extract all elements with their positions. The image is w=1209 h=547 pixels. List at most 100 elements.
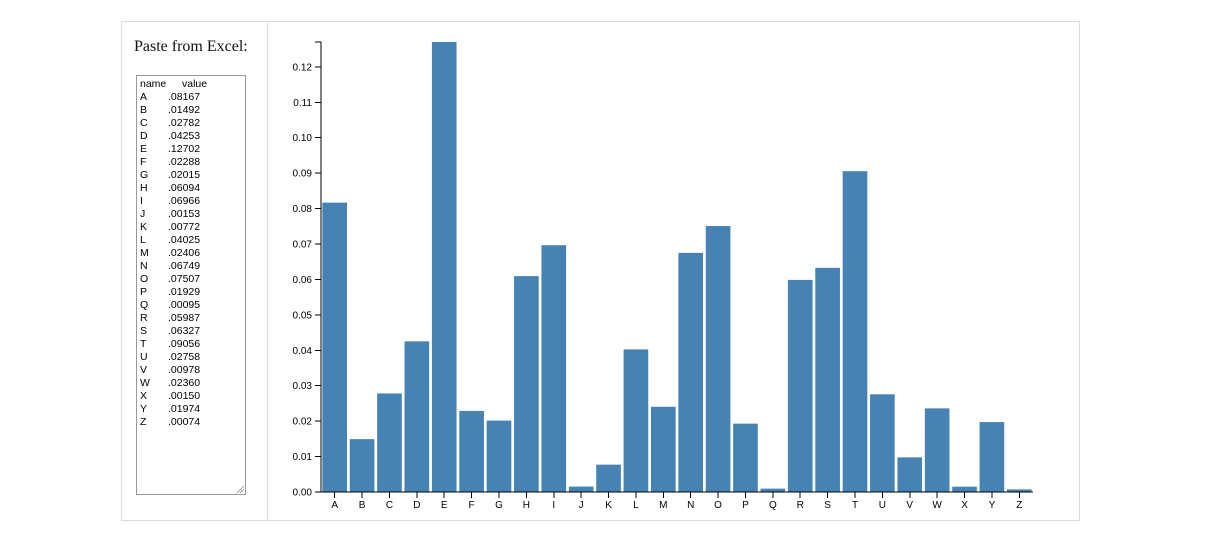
paste-cell-value: .02015	[168, 169, 201, 181]
paste-title: Paste from Excel:	[134, 38, 248, 55]
x-tick-label: D	[413, 500, 420, 511]
bar-F	[459, 410, 484, 492]
bar-J	[568, 486, 594, 492]
paste-cell-name: E	[140, 143, 148, 155]
paste-header-row: name value	[140, 78, 242, 91]
bar-E	[431, 42, 457, 492]
bar-P	[733, 423, 758, 492]
x-axis: A B C D E F G H I J K L M N O P Q R S T U V W X Y Z	[321, 491, 1033, 511]
paste-cell-name: L	[140, 234, 146, 246]
bar-Y	[979, 422, 1005, 492]
bar-T	[842, 171, 868, 492]
paste-row: A .08167	[140, 91, 242, 104]
paste-cell-name: M	[140, 247, 149, 259]
paste-row: R .05987	[140, 312, 242, 325]
paste-row: T .09056	[140, 338, 242, 351]
x-tick-label: Z	[1016, 500, 1022, 511]
bar-K	[596, 464, 621, 492]
paste-cell-name: P	[140, 286, 148, 298]
y-tick-label: 0.06	[293, 275, 313, 286]
x-tick-label: C	[386, 500, 393, 511]
x-tick-label: Y	[989, 500, 996, 511]
paste-row: E .12702	[140, 143, 242, 156]
paste-cell-name: X	[140, 390, 148, 402]
paste-row: X .00150	[140, 390, 242, 403]
x-tick-label: W	[932, 500, 942, 511]
x-tick-label: A	[331, 500, 338, 511]
paste-cell-name: R	[140, 312, 148, 324]
paste-cell-name: H	[140, 182, 148, 194]
resize-grip-icon[interactable]	[236, 485, 244, 493]
paste-row: H .06094	[140, 182, 242, 195]
paste-row: C .02782	[140, 117, 242, 130]
paste-cell-name: I	[140, 195, 143, 207]
paste-cell-name: Q	[140, 299, 149, 311]
x-tick-label: H	[523, 500, 530, 511]
bar-W	[924, 408, 950, 492]
paste-row: D .04253	[140, 130, 242, 143]
paste-row: V .00978	[140, 364, 242, 377]
y-tick-label: 0.03	[293, 381, 313, 392]
paste-cell-name: C	[140, 117, 148, 129]
paste-cell-name: V	[140, 364, 148, 376]
x-tick-label: V	[906, 500, 913, 511]
bar-H	[514, 276, 539, 492]
paste-cell-value: .00153	[168, 208, 201, 220]
bar-R	[787, 279, 813, 492]
x-tick-label: N	[687, 500, 694, 511]
paste-cell-name: J	[140, 208, 146, 220]
x-tick-label: R	[797, 500, 804, 511]
paste-cell-name: F	[140, 156, 147, 168]
paste-cell-value: .09056	[168, 338, 201, 350]
x-tick-label: X	[961, 500, 968, 511]
paste-cell-value: .01929	[168, 286, 201, 298]
paste-cell-name: Y	[140, 403, 148, 415]
paste-cell-value: .02288	[168, 156, 201, 168]
paste-cell-value: .02782	[168, 117, 201, 129]
paste-cell-value: .00095	[168, 299, 201, 311]
input-panel: Paste from Excel: name value A .08167 B .014…	[122, 22, 268, 520]
paste-rows: A .08167 B .01492 C .02782 D .04253 E .12702 F .022…	[140, 91, 242, 429]
paste-cell-name: K	[140, 221, 148, 233]
paste-cell-value: .07507	[168, 273, 201, 285]
paste-cell-value: .04253	[168, 130, 201, 142]
paste-row: Q .00095	[140, 299, 242, 312]
bar-B	[349, 439, 375, 492]
bar-O	[705, 226, 731, 492]
paste-row: F .02288	[140, 156, 242, 169]
y-tick-label: 0.10	[293, 133, 313, 144]
paste-row: P .01929	[140, 286, 242, 299]
paste-row: G .02015	[140, 169, 242, 182]
paste-cell-value: .05987	[168, 312, 201, 324]
bar-G	[486, 420, 512, 492]
x-tick-label: B	[359, 500, 366, 511]
x-tick-label: F	[469, 500, 475, 511]
paste-cell-value: .12702	[168, 143, 201, 155]
paste-row: N .06749	[140, 260, 242, 273]
paste-cell-name: W	[140, 377, 150, 389]
bar-chart: 0.00 0.01 0.02 0.03 0.04 0.05 0.06 0.07 0.08 0.09…	[293, 41, 1033, 511]
paste-cell-name: S	[140, 325, 148, 337]
paste-row: B .01492	[140, 104, 242, 117]
paste-cell-value: .00074	[168, 416, 201, 428]
paste-cell-value: .02360	[168, 377, 201, 389]
paste-cell-value: .06327	[168, 325, 201, 337]
paste-cell-name: D	[140, 130, 148, 142]
y-tick-label: 0.04	[293, 346, 313, 357]
paste-cell-name: U	[140, 351, 148, 363]
x-tick-label: T	[852, 500, 858, 511]
bar-Q	[760, 488, 786, 492]
paste-cell-value: .06966	[168, 195, 201, 207]
chart-panel: 0.00 0.01 0.02 0.03 0.04 0.05 0.06 0.07 0.08 0.09…	[268, 22, 1079, 520]
paste-textarea[interactable]: name value A .08167 B .01492 C .02782 D .04253 E.…	[136, 75, 246, 495]
bar-I	[541, 245, 567, 492]
bar-A	[322, 202, 348, 492]
bars	[322, 42, 1032, 492]
paste-header-name: name	[140, 78, 167, 90]
paste-cell-name: T	[140, 338, 147, 350]
y-tick-label: 0.07	[293, 240, 313, 251]
paste-cell-value: .00150	[168, 390, 201, 402]
bar-U	[870, 394, 895, 492]
paste-row: O .07507	[140, 273, 242, 286]
paste-cell-value: .06749	[168, 260, 201, 272]
